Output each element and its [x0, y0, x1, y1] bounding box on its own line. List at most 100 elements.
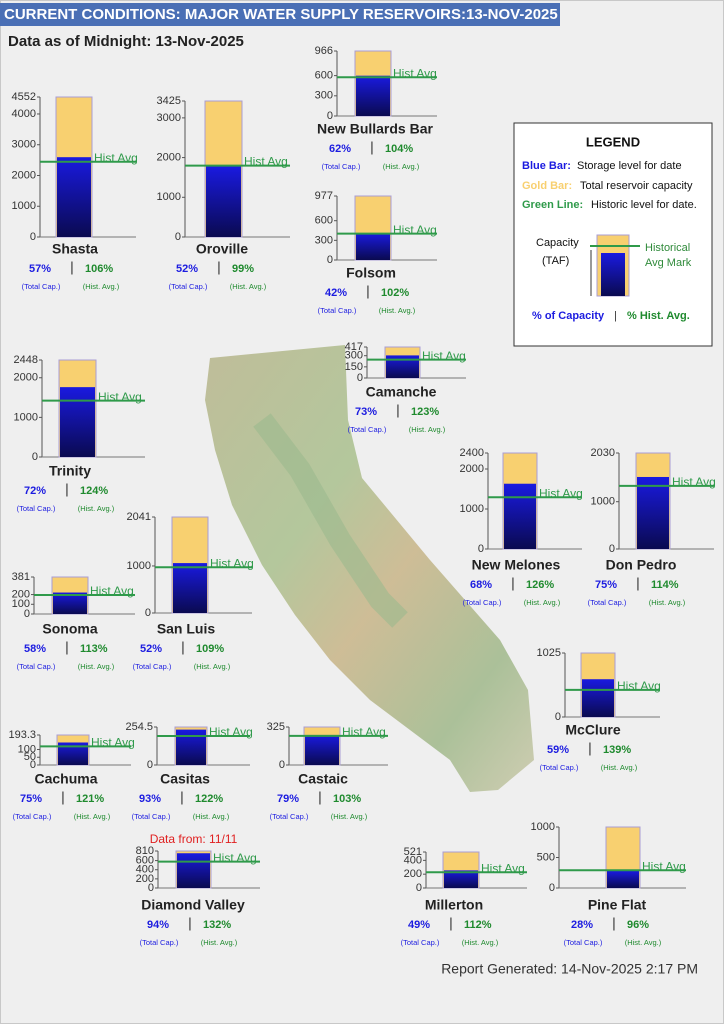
reservoir-chart: 0 1000 2000 2400 Hist Avg New Melones 68% | 126%…: [460, 447, 583, 607]
pct-hist: 139%: [603, 744, 631, 756]
pct-capacity: 94%: [147, 919, 169, 931]
header-title: CURRENT CONDITIONS: MAJOR WATER SUPPLY R…: [4, 6, 558, 23]
separator: |: [180, 789, 184, 805]
pct-hist: 106%: [85, 263, 113, 275]
storage-bar: [58, 742, 88, 765]
pct-hist: 109%: [196, 643, 224, 655]
pct-hist: 103%: [333, 793, 361, 805]
pct-hist-note: (Hist. Avg.): [331, 812, 368, 821]
storage-bar: [206, 166, 241, 237]
y-tick-label: 0: [148, 882, 154, 894]
central-valley: [253, 413, 408, 628]
pct-capacity-note: (Total Cap.): [133, 662, 172, 671]
reservoir-chart: 0 1000 2030 Hist Avg Don Pedro 75% | 114% (Total…: [588, 447, 716, 607]
pct-capacity: 79%: [277, 793, 299, 805]
storage-bar: [356, 75, 390, 116]
storage-bar: [57, 157, 91, 237]
legend-separator: |: [614, 310, 617, 322]
separator: |: [61, 789, 65, 805]
y-tick-label: 0: [32, 451, 38, 463]
pct-capacity: 58%: [24, 643, 46, 655]
hist-avg-label: Hist Avg: [393, 223, 437, 237]
reservoir-name: New Bullards Bar: [317, 121, 433, 137]
pct-hist: 132%: [203, 919, 231, 931]
y-tick-label: 977: [315, 190, 333, 202]
pct-capacity-note: (Total Cap.): [564, 938, 603, 947]
hist-avg-label: Hist Avg: [244, 155, 288, 169]
reservoir-name: McClure: [565, 722, 620, 738]
y-tick-label: 600: [315, 215, 333, 227]
reservoir-chart: 0 1025 Hist Avg McClure 59% | 139% (Total Cap.)…: [537, 647, 661, 772]
legend-text: Storage level for date: [577, 160, 682, 172]
pct-capacity-note: (Total Cap.): [540, 763, 579, 772]
pct-hist-note: (Hist. Avg.): [78, 662, 115, 671]
y-tick-label: 0: [30, 759, 36, 771]
y-tick-label: 400: [136, 864, 154, 876]
separator: |: [318, 789, 322, 805]
subtitle: Data as of Midnight: 13-Nov-2025: [8, 33, 244, 50]
pct-hist: 122%: [195, 793, 223, 805]
storage-bar: [305, 734, 339, 765]
y-tick-label: 2000: [14, 372, 38, 384]
pct-capacity-note: (Total Cap.): [132, 812, 171, 821]
hist-avg-label: Hist Avg: [481, 861, 525, 875]
hist-avg-label: Hist Avg: [90, 584, 134, 598]
footer: Report Generated: 14-Nov-2025 2:17 PM: [441, 961, 698, 977]
pct-hist: 126%: [526, 579, 554, 591]
hist-avg-label: Hist Avg: [539, 486, 583, 500]
reservoir-chart: 0 1000 2041 Hist Avg San Luis 52% | 109% (Total …: [127, 511, 254, 671]
legend-hist-mark: Avg Mark: [645, 257, 692, 269]
storage-bar: [444, 870, 478, 888]
separator: |: [65, 639, 69, 655]
reservoir-chart: 0 254.5 Hist Avg Casitas 93% | 122% (Total Cap.…: [125, 721, 252, 821]
y-tick-label: 3000: [12, 139, 36, 151]
pct-capacity-note: (Total Cap.): [270, 812, 309, 821]
reservoir-chart: 0 325 Hist Avg Castaic 79% | 103% (Total Cap.) (…: [267, 721, 388, 821]
reservoir-name: Millerton: [425, 897, 483, 913]
y-tick-label: 0: [609, 543, 615, 555]
reservoir-name: Oroville: [196, 241, 248, 257]
pct-capacity-note: (Total Cap.): [322, 162, 361, 171]
reservoir-chart: 0 1000 2000 3000 3425 Hist Avg Oroville 52% | 99%…: [157, 95, 290, 291]
y-tick-label: 0: [327, 110, 333, 122]
legend-title: LEGEND: [586, 134, 640, 149]
separator: |: [449, 915, 453, 931]
legend-key: Blue Bar:: [522, 160, 571, 172]
pct-capacity: 75%: [595, 579, 617, 591]
hist-avg-label: Hist Avg: [422, 349, 466, 363]
pct-hist-note: (Hist. Avg.): [78, 504, 115, 513]
y-tick-label: 0: [24, 608, 30, 620]
annotation: Data from: 11/11: [150, 832, 238, 846]
hist-avg-label: Hist Avg: [672, 475, 716, 489]
y-tick-label: 0: [147, 759, 153, 771]
storage-bar: [504, 483, 536, 549]
y-tick-label: 0: [357, 372, 363, 384]
pct-hist-note: (Hist. Avg.): [383, 162, 420, 171]
legend-unit: (TAF): [542, 255, 569, 267]
pct-capacity: 59%: [547, 744, 569, 756]
y-tick-label: 200: [12, 588, 30, 600]
reservoir-name: Sonoma: [42, 621, 97, 637]
legend-key: Green Line:: [522, 199, 583, 211]
separator: |: [396, 402, 400, 418]
storage-bar: [607, 870, 639, 888]
legend-hist-mark: Historical: [645, 242, 690, 254]
separator: |: [65, 481, 69, 497]
y-tick-label: 150: [345, 361, 363, 373]
hist-avg-label: Hist Avg: [91, 736, 135, 750]
header-bar: [0, 3, 560, 26]
storage-bar: [386, 355, 419, 378]
pct-capacity-note: (Total Cap.): [463, 598, 502, 607]
legend-blue-bar: [601, 253, 625, 296]
separator: |: [70, 259, 74, 275]
storage-bar: [637, 476, 669, 549]
storage-bar: [173, 563, 207, 613]
reservoir-name: Cachuma: [34, 771, 97, 787]
separator: |: [511, 575, 515, 591]
storage-bar: [60, 387, 95, 457]
